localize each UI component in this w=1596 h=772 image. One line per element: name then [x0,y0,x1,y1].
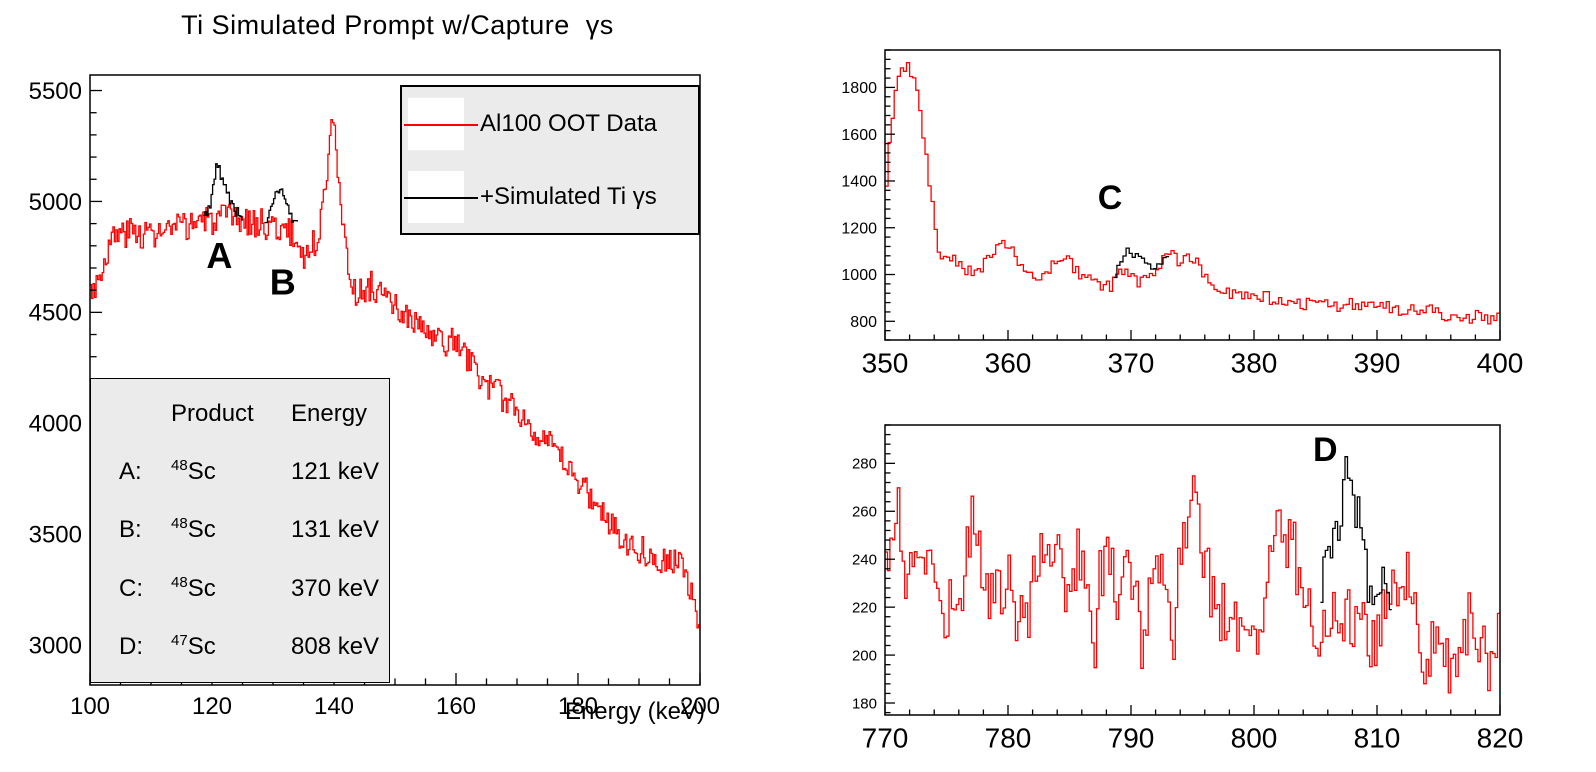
svg-text:800: 800 [1231,723,1278,754]
svg-text:770: 770 [862,723,909,754]
isotope-element: Sc [187,574,216,602]
row-energy: 808 keV [291,633,380,661]
legend-marker-swatch [404,97,478,150]
legend-box: Al100 OOT Data +Simulated Ti γs [400,85,700,235]
row-key: C: [119,574,143,602]
row-energy: 121 keV [291,458,380,486]
svg-text:100: 100 [70,693,110,720]
svg-text:1200: 1200 [841,220,877,237]
peak-label-D: D [1313,431,1338,469]
svg-text:240: 240 [852,551,877,568]
legend-entry-data: Al100 OOT Data [402,89,698,159]
svg-text:800: 800 [850,314,877,331]
svg-text:1000: 1000 [841,267,877,284]
svg-text:220: 220 [852,599,877,616]
isotope-element: Sc [187,633,216,661]
table-row: B: 48Sc 131 keV [91,515,389,544]
legend-entry-simulated: +Simulated Ti γs [402,162,698,232]
svg-text:780: 780 [985,723,1032,754]
svg-text:3000: 3000 [29,632,82,659]
svg-text:1800: 1800 [841,80,877,97]
row-product: 47Sc [171,632,291,661]
svg-text:400: 400 [1477,348,1524,379]
svg-text:200: 200 [680,693,720,720]
peak-table: Product Energy A: 48Sc 121 keV B: 48Sc 1… [90,378,390,683]
row-product: 48Sc [171,574,291,603]
row-key: A: [119,458,142,486]
svg-text:370: 370 [1108,348,1155,379]
zoom-c-plot: 350 360 370 380 390 400 800 1000 1200 1400 1600 180… [841,49,1524,379]
svg-text:5500: 5500 [29,78,82,105]
svg-text:280: 280 [852,456,877,473]
svg-text:1600: 1600 [841,127,877,144]
isotope-mass: 48 [171,515,188,533]
svg-text:380: 380 [1231,348,1278,379]
svg-text:1400: 1400 [841,174,877,191]
row-key: D: [119,633,143,661]
svg-text:4500: 4500 [29,300,82,327]
table-row: C: 48Sc 370 keV [91,574,389,603]
black-line-sample-icon [404,196,478,199]
isotope-mass: 47 [171,632,188,650]
svg-text:180: 180 [558,693,598,720]
legend-marker-swatch [404,170,478,223]
svg-text:790: 790 [1108,723,1155,754]
svg-text:4000: 4000 [29,411,82,438]
legend-label-simulated: +Simulated Ti γs [480,182,657,210]
isotope-element: Sc [187,516,216,544]
row-energy: 370 keV [291,574,380,602]
row-product: 48Sc [171,515,291,544]
svg-text:350: 350 [862,348,909,379]
svg-text:180: 180 [852,695,877,712]
table-header-product: Product [171,399,254,427]
table-row: D: 47Sc 808 keV [91,632,389,661]
svg-text:810: 810 [1354,723,1401,754]
row-key: B: [119,516,142,544]
peak-label-A: A [206,235,232,276]
legend-label-data: Al100 OOT Data [480,109,657,137]
svg-text:120: 120 [192,693,232,720]
svg-text:5000: 5000 [29,189,82,216]
svg-text:200: 200 [852,647,877,664]
svg-text:260: 260 [852,504,877,521]
svg-text:160: 160 [436,693,476,720]
peak-label-B: B [270,262,296,303]
svg-text:360: 360 [985,348,1032,379]
table-header-energy: Energy [291,399,368,427]
row-product: 48Sc [171,457,291,486]
isotope-mass: 48 [171,457,188,475]
red-line-sample-icon [404,123,478,126]
peak-label-C: C [1098,179,1123,217]
svg-text:140: 140 [314,693,354,720]
row-energy: 131 keV [291,516,380,544]
zoom-d-plot: 770 780 790 800 810 820 180 200 220 240 260 280 D [852,424,1524,754]
isotope-mass: 48 [171,573,188,591]
isotope-element: Sc [187,458,216,486]
svg-text:3500: 3500 [29,522,82,549]
main-x-axis-label: Energy (keV) [564,698,705,725]
main-spectrum-plot: 100 120 140 160 180 200 3000 3500 4000 4500 5000 55… [29,74,720,720]
svg-text:390: 390 [1354,348,1401,379]
figure-title: Ti Simulated Prompt w/Capture γs [181,10,614,40]
table-row: A: 48Sc 121 keV [91,457,389,486]
svg-text:820: 820 [1477,723,1524,754]
table-header-row: Product Energy [91,400,389,428]
